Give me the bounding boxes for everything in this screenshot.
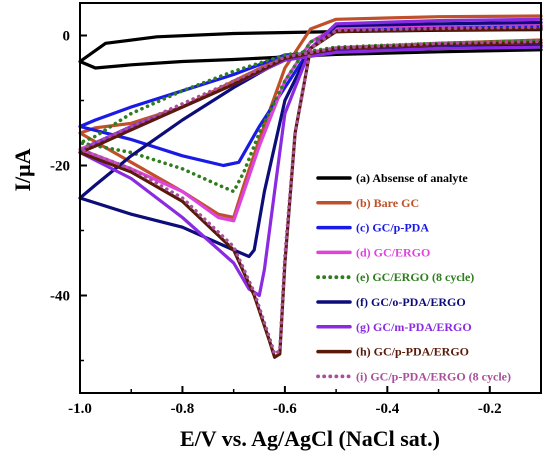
legend-label: (a) Absense of analyte — [356, 171, 468, 185]
legend-label: (d) GC/ERGO — [356, 245, 430, 259]
y-tick-label: 0 — [63, 29, 71, 45]
legend-label: (i) GC/p-PDA/ERGO (8 cycle) — [356, 369, 511, 383]
legend-label: (h) GC/p-PDA/ERGO — [356, 345, 469, 359]
x-tick-label: -1.0 — [68, 401, 92, 417]
y-tick-label: -40 — [50, 289, 70, 305]
series-curve-i — [78, 25, 543, 356]
x-axis-title: E/V vs. Ag/AgCl (NaCl sat.) — [180, 426, 440, 451]
legend-label: (c) GC/p-PDA — [356, 221, 429, 235]
legend-label: (b) Bare GC — [356, 196, 419, 210]
x-tick-label: -0.2 — [478, 401, 502, 417]
legend-label: (f) GC/o-PDA/ERGO — [356, 295, 466, 309]
curves-layer — [78, 14, 543, 359]
y-tick-label: -20 — [50, 159, 70, 175]
legend-label: (e) GC/ERGO (8 cycle) — [356, 270, 474, 284]
axes-layer: -1.0 -0.8 -0.6 -0.4 -0.2 0 -20 -40 — [50, 29, 502, 418]
y-axis-title: I/μA — [10, 148, 35, 191]
x-tick-label: -0.6 — [273, 401, 297, 417]
plot-frame — [79, 2, 542, 394]
legend-label: (g) GC/m-PDA/ERGO — [356, 320, 472, 334]
legend: (a) Absense of analyte (b) Bare GC (c) GC/… — [316, 171, 511, 383]
x-tick-label: -0.8 — [171, 401, 195, 417]
x-tick-label: -0.4 — [375, 401, 399, 417]
